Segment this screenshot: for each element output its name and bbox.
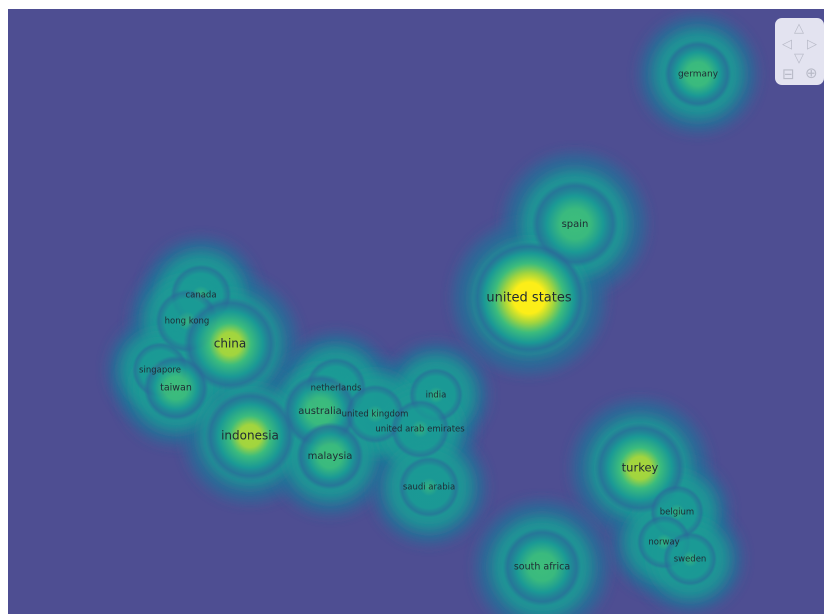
node-label[interactable]: sweden bbox=[674, 555, 707, 565]
density-core bbox=[664, 40, 732, 108]
node-label[interactable]: united arab emirates bbox=[375, 425, 465, 435]
density-core bbox=[183, 297, 277, 391]
node-label[interactable]: canada bbox=[185, 291, 216, 301]
navigation-control: △ ◁ ▷ ▽ ⊟ ⊕ bbox=[775, 18, 824, 85]
density-core bbox=[345, 384, 405, 444]
node-label[interactable]: united states bbox=[486, 291, 572, 306]
density-map-canvas[interactable]: germany spain united states canada hong kong… bbox=[8, 9, 824, 614]
density-map[interactable]: germany spain united states canada hong kong… bbox=[8, 9, 824, 614]
node-label[interactable]: belgium bbox=[660, 508, 694, 518]
density-core bbox=[473, 242, 585, 354]
node-label[interactable]: norway bbox=[648, 538, 679, 548]
density-core bbox=[663, 532, 717, 586]
node-label[interactable]: saudi arabia bbox=[403, 483, 455, 493]
node-label[interactable]: hong kong bbox=[165, 317, 210, 327]
zoom-out-icon[interactable]: ⊟ bbox=[782, 65, 795, 83]
node-label[interactable]: south africa bbox=[514, 562, 570, 573]
density-core bbox=[390, 399, 450, 459]
density-blobs bbox=[107, 15, 757, 614]
node-label[interactable]: germany bbox=[678, 70, 719, 80]
zoom-in-icon[interactable]: ⊕ bbox=[805, 64, 818, 82]
density-core bbox=[204, 390, 296, 482]
node-label[interactable]: australia bbox=[298, 406, 342, 417]
node-label[interactable]: china bbox=[214, 337, 247, 351]
density-core bbox=[531, 180, 619, 268]
node-label[interactable]: singapore bbox=[139, 366, 181, 376]
node-labels: germany spain united states canada hong kong… bbox=[139, 70, 719, 573]
density-core bbox=[143, 355, 209, 421]
triangle-up-icon[interactable]: △ bbox=[794, 21, 804, 36]
node-label[interactable]: indonesia bbox=[221, 429, 279, 443]
density-core bbox=[502, 527, 582, 607]
node-label[interactable]: netherlands bbox=[311, 384, 362, 394]
density-core bbox=[296, 422, 364, 490]
node-label[interactable]: india bbox=[426, 391, 447, 401]
node-label[interactable]: taiwan bbox=[160, 383, 192, 394]
density-core bbox=[398, 456, 460, 518]
node-label[interactable]: malaysia bbox=[308, 451, 353, 462]
triangle-left-icon[interactable]: ◁ bbox=[782, 37, 792, 52]
node-label[interactable]: turkey bbox=[622, 461, 659, 475]
node-label[interactable]: spain bbox=[562, 219, 589, 230]
node-label[interactable]: united kingdom bbox=[342, 410, 409, 420]
triangle-down-icon[interactable]: ▽ bbox=[794, 51, 804, 66]
triangle-right-icon[interactable]: ▷ bbox=[807, 37, 817, 52]
